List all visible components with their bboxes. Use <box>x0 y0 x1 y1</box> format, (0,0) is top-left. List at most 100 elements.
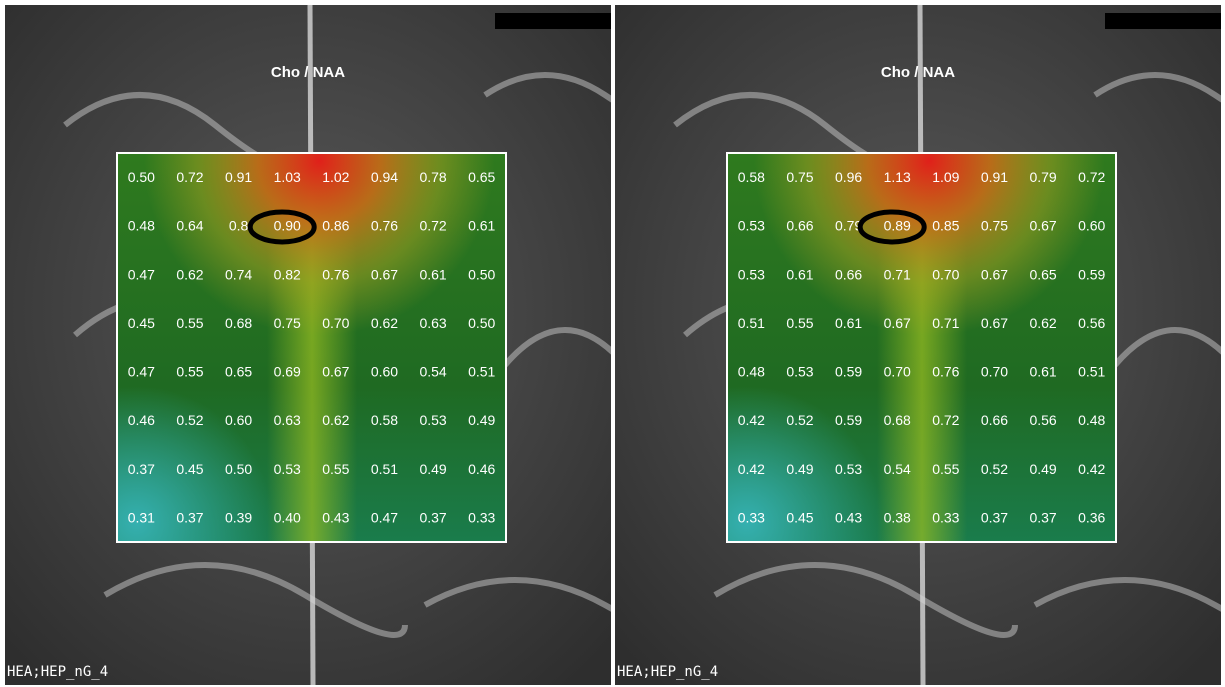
voxel-value: 0.67 <box>322 364 349 380</box>
brain-fold <box>1112 327 1221 367</box>
voxel-value: 0.75 <box>981 218 1008 234</box>
voxel-value: 0.48 <box>128 218 155 234</box>
panel-title: Cho / NAA <box>271 64 345 81</box>
voxel-value: 0.70 <box>322 315 349 331</box>
voxel-value: 0.63 <box>274 412 301 428</box>
voxel-value: 0.61 <box>468 218 495 234</box>
voxel-value: 0.91 <box>981 169 1008 185</box>
voxel-value: 0.36 <box>1078 509 1105 525</box>
voxel-value: 0.68 <box>884 412 911 428</box>
voxel-value: 0.61 <box>419 266 446 282</box>
voxel-value: 0.37 <box>176 509 203 525</box>
voxel-value: 0.74 <box>225 266 252 282</box>
voxel-value: 0.62 <box>371 315 398 331</box>
voxel-value: 0.43 <box>322 509 349 525</box>
voxel-value: 0.38 <box>884 509 911 525</box>
voxel-value: 0.42 <box>738 412 765 428</box>
mri-panel: Cho / NAA 0.50 0.72 0.91 1.03 1.02 0.94 0.78 0.6… <box>5 5 611 685</box>
voxel-value: 0.56 <box>1029 412 1056 428</box>
voxel-value: 0.45 <box>128 315 155 331</box>
voxel-value: 0.60 <box>225 412 252 428</box>
voxel-value: 0.49 <box>1029 461 1056 477</box>
voxel-value: 0.53 <box>419 412 446 428</box>
highlight-ellipse <box>857 209 927 245</box>
corner-bar <box>1105 13 1221 29</box>
voxel-value: 0.42 <box>738 461 765 477</box>
voxel-value: 0.75 <box>786 169 813 185</box>
voxel-value: 0.72 <box>419 218 446 234</box>
voxel-value: 0.66 <box>835 266 862 282</box>
voxel-value: 0.59 <box>835 364 862 380</box>
voxel-value: 0.55 <box>176 315 203 331</box>
voxel-value: 0.43 <box>835 509 862 525</box>
voxel-value: 0.55 <box>932 461 959 477</box>
voxel-value: 0.53 <box>786 364 813 380</box>
voxel-value: 0.50 <box>468 315 495 331</box>
brain-fold <box>483 72 611 103</box>
heatmap-hot <box>727 153 1116 542</box>
voxel-value: 0.54 <box>419 364 446 380</box>
voxel-value: 0.79 <box>1029 169 1056 185</box>
voxel-value: 0.53 <box>274 461 301 477</box>
roi-box <box>726 152 1117 543</box>
voxel-value: 0.70 <box>981 364 1008 380</box>
voxel-value: 0.48 <box>738 364 765 380</box>
voxel-value: 0.71 <box>884 266 911 282</box>
voxel-value: 0.67 <box>371 266 398 282</box>
voxel-value: 0.86 <box>322 218 349 234</box>
voxel-value: 0.46 <box>128 412 155 428</box>
voxel-value: 0.62 <box>1029 315 1056 331</box>
voxel-value: 0.37 <box>419 509 446 525</box>
voxel-value: 0.52 <box>176 412 203 428</box>
voxel-value: 0.55 <box>322 461 349 477</box>
voxel-value: 0.94 <box>371 169 398 185</box>
voxel-value: 0.91 <box>225 169 252 185</box>
voxel-value: 0.59 <box>835 412 862 428</box>
voxel-value: 0.31 <box>128 509 155 525</box>
voxel-value: 0.52 <box>786 412 813 428</box>
voxel-value: 0.55 <box>786 315 813 331</box>
voxel-value: 0.33 <box>468 509 495 525</box>
voxel-value: 0.52 <box>981 461 1008 477</box>
voxel-value: 0.65 <box>468 169 495 185</box>
voxel-value: 0.51 <box>371 461 398 477</box>
voxel-value: 0.47 <box>371 509 398 525</box>
voxel-value: 0.53 <box>738 266 765 282</box>
voxel-value: 0.55 <box>176 364 203 380</box>
voxel-value: 0.51 <box>468 364 495 380</box>
voxel-value: 0.75 <box>274 315 301 331</box>
panel-title: Cho / NAA <box>881 64 955 81</box>
voxel-value: 0.60 <box>371 364 398 380</box>
voxel-value: 0.96 <box>835 169 862 185</box>
brain-fold <box>1033 577 1221 612</box>
voxel-value: 0.50 <box>128 169 155 185</box>
voxel-value: 0.69 <box>274 364 301 380</box>
voxel-value: 0.67 <box>884 315 911 331</box>
brain-fold <box>423 577 611 612</box>
voxel-value: 0.39 <box>225 509 252 525</box>
voxel-value: 0.54 <box>884 461 911 477</box>
voxel-value: 0.76 <box>371 218 398 234</box>
voxel-value: 0.70 <box>884 364 911 380</box>
voxel-value: 0.64 <box>176 218 203 234</box>
voxel-value: 0.47 <box>128 266 155 282</box>
voxel-value: 0.90 <box>274 218 301 234</box>
voxel-value: 0.82 <box>274 266 301 282</box>
voxel-value: 0.49 <box>468 412 495 428</box>
brain-fold <box>103 562 408 638</box>
voxel-value: 0.89 <box>884 218 911 234</box>
voxel-value: 0.76 <box>322 266 349 282</box>
voxel-value: 0.37 <box>981 509 1008 525</box>
voxel-value: 0.40 <box>274 509 301 525</box>
highlight-ellipse <box>247 209 317 245</box>
voxel-value: 0.58 <box>371 412 398 428</box>
voxel-value: 0.56 <box>1078 315 1105 331</box>
voxel-value: 0.79 <box>835 218 862 234</box>
voxel-value: 0.49 <box>419 461 446 477</box>
voxel-value: 0.50 <box>225 461 252 477</box>
voxel-value: 0.72 <box>1078 169 1105 185</box>
voxel-value: 0.70 <box>932 266 959 282</box>
voxel-value: 0.61 <box>786 266 813 282</box>
voxel-value: 0.72 <box>176 169 203 185</box>
